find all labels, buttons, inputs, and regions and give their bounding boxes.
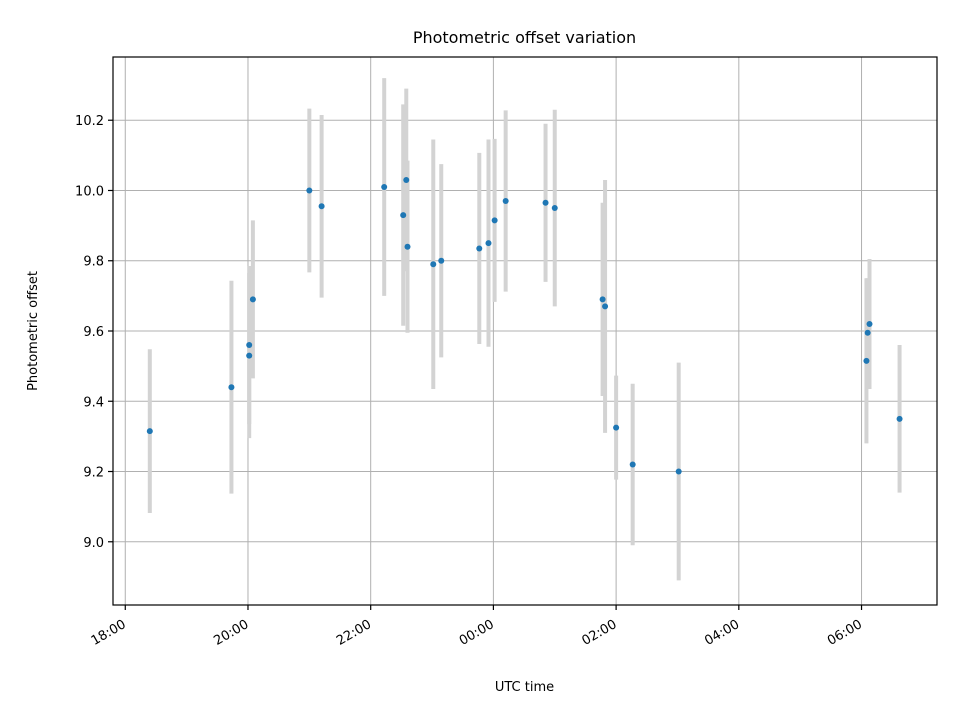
y-axis: 9.0 9.2 9.4 9.6 9.8 10.0 10.2 — [75, 114, 113, 551]
data-point — [438, 257, 445, 264]
data-point — [542, 199, 549, 206]
y-tick-label: 9.8 — [83, 255, 104, 270]
data-point — [863, 357, 870, 364]
x-axis: 18:00 20:00 22:00 00:00 02:00 04:00 06:00 — [89, 605, 865, 649]
error-bars — [147, 78, 902, 581]
data-points — [146, 176, 903, 475]
x-tick-label: 18:00 — [89, 617, 129, 649]
y-tick-label: 9.6 — [83, 325, 104, 340]
data-point — [599, 296, 606, 303]
data-point — [866, 320, 873, 327]
chart-title: Photometric offset variation — [413, 28, 636, 47]
data-point — [551, 205, 558, 212]
y-axis-label: Photometric offset — [26, 271, 41, 391]
y-tick-label: 10.0 — [75, 184, 104, 199]
y-tick-label: 10.2 — [75, 114, 104, 129]
data-point — [502, 198, 509, 205]
data-point — [381, 183, 388, 190]
data-point — [613, 424, 620, 431]
data-point — [400, 212, 407, 219]
data-point — [306, 187, 313, 194]
y-tick-label: 9.2 — [83, 466, 104, 481]
data-point — [246, 352, 253, 359]
x-tick-label: 22:00 — [334, 617, 374, 649]
data-point — [864, 329, 871, 336]
x-tick-label: 06:00 — [825, 617, 865, 649]
data-point — [249, 296, 256, 303]
data-point — [476, 245, 483, 252]
data-point — [246, 342, 253, 349]
data-point — [485, 240, 492, 247]
data-point — [318, 203, 325, 210]
x-tick-label: 00:00 — [457, 617, 497, 649]
data-point — [146, 428, 153, 435]
grid-lines — [113, 57, 937, 605]
data-point — [629, 461, 636, 468]
x-tick-label: 04:00 — [702, 617, 742, 649]
y-tick-label: 9.4 — [83, 395, 104, 410]
data-point — [675, 468, 682, 475]
data-point — [602, 303, 609, 310]
data-point — [228, 384, 235, 391]
data-point — [491, 217, 498, 224]
data-point — [403, 176, 410, 183]
x-tick-label: 02:00 — [580, 617, 620, 649]
data-point — [404, 243, 411, 250]
data-point — [430, 261, 437, 268]
x-axis-label: UTC time — [495, 680, 554, 695]
data-point — [896, 415, 903, 422]
x-tick-label: 20:00 — [211, 617, 251, 649]
y-tick-label: 9.0 — [83, 536, 104, 551]
